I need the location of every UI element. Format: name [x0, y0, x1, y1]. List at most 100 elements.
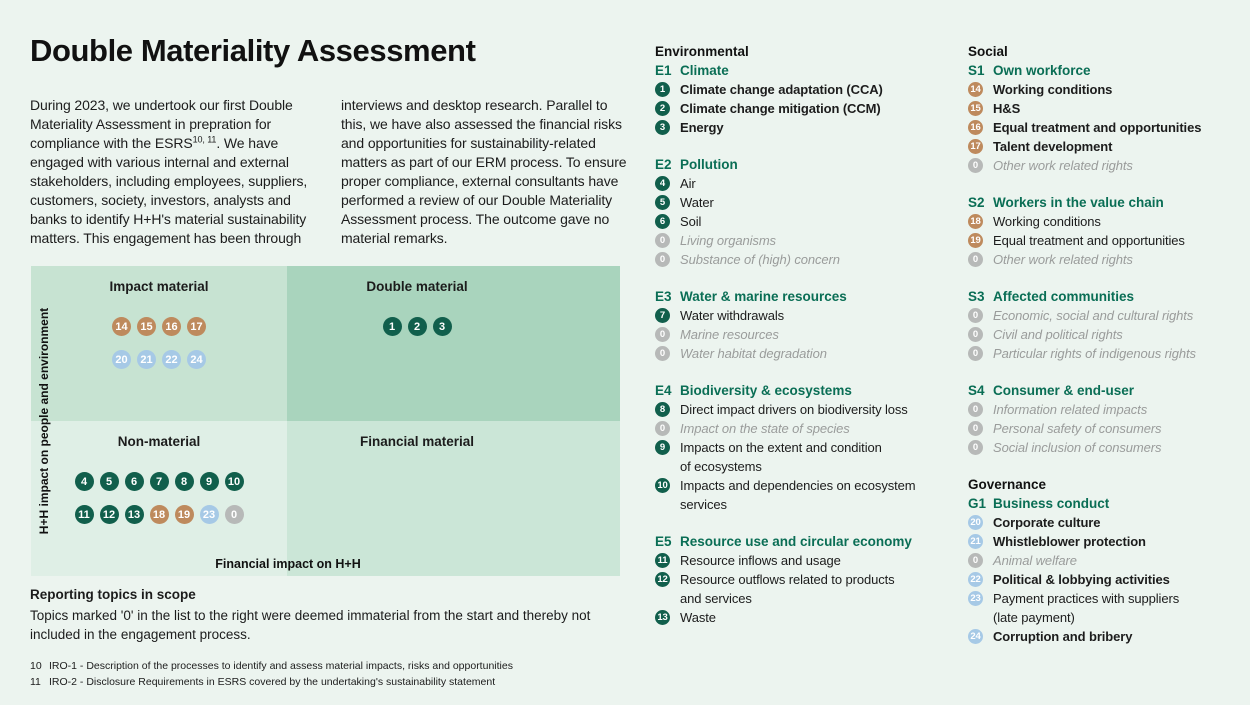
topic-item: 8 Direct impact drivers on biodiversity l… — [655, 400, 951, 419]
esrs-code: S1 — [968, 63, 985, 78]
topic-item: 19 Equal treatment and opportunities — [968, 231, 1250, 250]
esrs-topic-title: Climate — [680, 63, 729, 78]
esrs-group-heading: G1 Business conduct — [968, 494, 1250, 513]
topic-number-badge: 23 — [968, 591, 983, 606]
topic-number-badge: 4 — [655, 176, 670, 191]
esrs-code: G1 — [968, 496, 987, 511]
topic-item-label: Climate change adaptation (CCA) — [680, 82, 883, 97]
topic-item: 11 Resource inflows and usage — [655, 551, 951, 570]
topic-number-badge: 21 — [968, 534, 983, 549]
topic-group: E1 Climate 1 Climate change adaptation (CCA… — [655, 61, 951, 137]
esrs-group-heading: S3 Affected communities — [968, 287, 1250, 306]
topic-item-label: Impact on the state of species — [680, 421, 850, 436]
topic-number-badge: 17 — [968, 139, 983, 154]
quadrant-title: Impact material — [109, 279, 209, 294]
quadrant-title: Financial material — [359, 434, 475, 449]
topic-chip: 9 — [199, 472, 219, 491]
topic-group: E4 Biodiversity & ecosystems 8 Direct impac… — [655, 381, 951, 514]
topic-item: 0 Water habitat degradation — [655, 344, 951, 363]
topic-chip: 11 — [74, 505, 94, 524]
topic-item-label: Climate change mitigation (CCM) — [680, 101, 881, 116]
topic-item: 0 Impact on the state of species — [655, 419, 951, 438]
topic-chip: 13 — [124, 505, 144, 524]
topic-item: 6 Soil — [655, 212, 951, 231]
topic-chip: 3 — [432, 317, 452, 336]
topic-item: 22 Political & lobbying activities — [968, 570, 1250, 589]
topic-item: 12 Resource outflows related to products … — [655, 570, 951, 608]
topic-item-label: Other work related rights — [993, 158, 1133, 173]
topic-item-label: Social inclusion of consumers — [993, 440, 1162, 455]
topic-number-badge: 5 — [655, 195, 670, 210]
topic-number-badge: 22 — [968, 572, 983, 587]
topic-item: 0 Marine resources — [655, 325, 951, 344]
quadrant-financial-material: Financial material — [287, 421, 620, 576]
topic-chip: 8 — [174, 472, 194, 491]
topic-item: 14 Working conditions — [968, 80, 1250, 99]
esrs-topic-title: Affected communities — [993, 289, 1135, 304]
esrs-code: E2 — [655, 157, 672, 172]
topic-item: 24 Corruption and bribery — [968, 627, 1250, 646]
topic-item: 0 Civil and political rights — [968, 325, 1250, 344]
topic-item: 0 Particular rights of indigenous rights — [968, 344, 1250, 363]
topic-group: S1 Own workforce 14 Working conditions 15 H&S… — [968, 61, 1250, 175]
esrs-code: S2 — [968, 195, 985, 210]
topic-group: G1 Business conduct 20 Corporate culture 21 W… — [968, 494, 1250, 646]
topic-item-label: Water — [680, 195, 714, 210]
esrs-code: E4 — [655, 383, 672, 398]
topic-number-badge: 0 — [655, 252, 670, 267]
topic-item-label: Economic, social and cultural rights — [993, 308, 1194, 323]
topic-item-label: Animal welfare — [993, 553, 1077, 568]
topic-number-badge: 18 — [968, 214, 983, 229]
topic-number-badge: 0 — [968, 158, 983, 173]
chip-row: 11 12 13 18 19 23 0 — [74, 505, 244, 524]
esrs-topic-title: Pollution — [680, 157, 738, 172]
topic-chip: 2 — [407, 317, 427, 336]
footnote-reference: 10, 11 — [192, 134, 217, 145]
topic-number-badge: 0 — [655, 346, 670, 361]
topic-item-label: Other work related rights — [993, 252, 1133, 267]
topic-chip: 0 — [224, 505, 244, 524]
topic-item-label: Resource inflows and usage — [680, 553, 841, 568]
topic-item: 4 Air — [655, 174, 951, 193]
esrs-group-heading: S2 Workers in the value chain — [968, 193, 1250, 212]
topic-chip: 22 — [162, 350, 181, 369]
topic-number-badge: 20 — [968, 515, 983, 530]
topic-number-badge: 0 — [655, 327, 670, 342]
topic-number-badge: 0 — [968, 327, 983, 342]
topic-item-label: Corruption and bribery — [993, 629, 1133, 644]
topic-chip: 1 — [382, 317, 402, 336]
topic-item-label: Resource outflows related to products an… — [680, 572, 895, 606]
topic-chip: 12 — [99, 505, 119, 524]
topic-item: 18 Working conditions — [968, 212, 1250, 231]
topic-number-badge: 24 — [968, 629, 983, 644]
chip-row: 20 21 22 24 — [112, 350, 206, 369]
topic-item: 20 Corporate culture — [968, 513, 1250, 532]
topic-item-label: Talent development — [993, 139, 1113, 154]
intro-paragraph-1: During 2023, we undertook our first Doub… — [30, 96, 360, 248]
topic-item-label: Direct impact drivers on biodiversity lo… — [680, 402, 908, 417]
topic-item-label: Energy — [680, 120, 724, 135]
footnote: 11 IRO-2 - Disclosure Requirements in ESR… — [30, 675, 513, 691]
topic-item: 7 Water withdrawals — [655, 306, 951, 325]
topic-chip: 14 — [112, 317, 131, 336]
topic-number-badge: 0 — [968, 402, 983, 417]
topic-chip: 15 — [137, 317, 156, 336]
topic-group: S2 Workers in the value chain 18 Working co… — [968, 193, 1250, 269]
topic-item-label: Political & lobbying activities — [993, 572, 1170, 587]
esrs-code: E1 — [655, 63, 672, 78]
topic-item-label: Water habitat degradation — [680, 346, 827, 361]
topic-item-label: Information related impacts — [993, 402, 1148, 417]
footnote-text: IRO-2 - Disclosure Requirements in ESRS … — [49, 675, 496, 688]
topic-item-label: Equal treatment and opportunities — [993, 233, 1185, 248]
topic-item: 0 Substance of (high) concern — [655, 250, 951, 269]
topic-number-badge: 11 — [655, 553, 670, 568]
topic-chip: 4 — [74, 472, 94, 491]
topic-number-badge: 3 — [655, 120, 670, 135]
topic-chip: 19 — [174, 505, 194, 524]
topic-number-badge: 0 — [968, 252, 983, 267]
topic-number-badge: 6 — [655, 214, 670, 229]
footnote-text: IRO-1 - Description of the processes to … — [49, 660, 513, 672]
topic-chip: 16 — [162, 317, 181, 336]
topic-chip: 10 — [224, 472, 244, 491]
